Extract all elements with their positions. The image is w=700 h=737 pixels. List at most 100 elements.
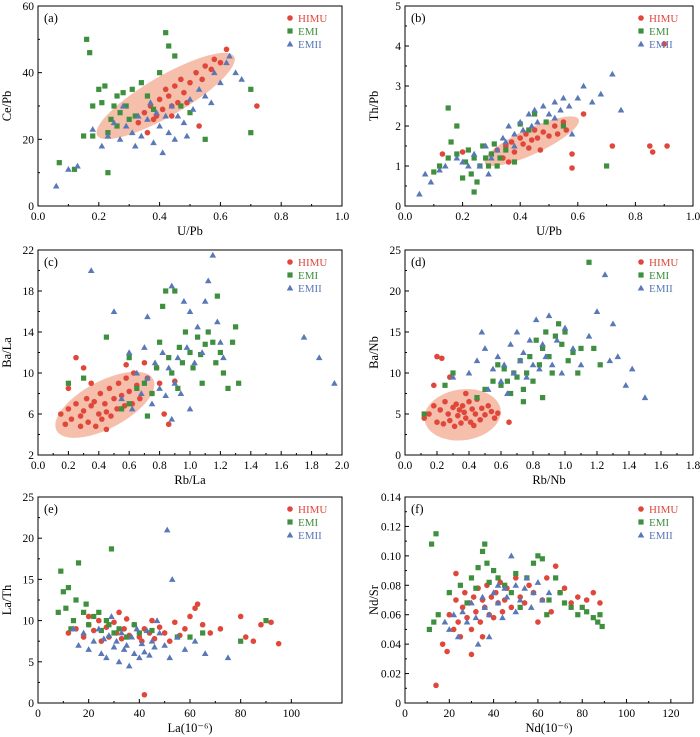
x-tick-label: 60 (532, 708, 544, 720)
data-point-himu (479, 633, 486, 640)
data-point-emii (568, 130, 576, 137)
data-point-himu (455, 412, 461, 419)
data-point-emii (138, 640, 146, 647)
data-point-emi (166, 355, 172, 361)
data-point-himu (187, 613, 193, 620)
legend-marker-emi (287, 28, 293, 34)
data-point-emi (200, 630, 206, 636)
data-point-emi (149, 627, 155, 634)
data-point-emii (508, 552, 515, 559)
x-tick-label: 80 (235, 708, 247, 720)
y-tick-label: 60 (23, 1, 35, 13)
data-point-emii (214, 318, 221, 325)
y-tick-label: 0.02 (381, 669, 401, 681)
data-point-emi (83, 601, 89, 607)
data-point-emi (482, 541, 488, 547)
data-point-emi (465, 147, 471, 153)
y-tick-label: 0.12 (381, 521, 401, 533)
data-point-himu (211, 56, 218, 63)
y-tick-label: 20 (23, 134, 35, 146)
data-point-emi (108, 546, 115, 552)
data-point-emi (526, 127, 532, 133)
data-point-emii (468, 599, 475, 606)
data-point-emii (183, 132, 191, 139)
data-point-himu (455, 619, 461, 625)
y-tick-label: 5 (395, 1, 401, 13)
y-axis-title: Th/Pb (367, 91, 381, 122)
data-point-emii (534, 579, 542, 585)
y-axis-title: La/Th (0, 584, 14, 615)
data-point-emi (229, 339, 236, 345)
y-tick-label: 0.04 (381, 639, 401, 651)
data-point-himu (123, 362, 129, 368)
legend-label-emi: EMI (649, 517, 670, 529)
data-point-emii (511, 130, 518, 137)
data-point-emii (113, 637, 120, 644)
data-point-himu (102, 400, 108, 407)
data-point-emii (484, 386, 492, 392)
data-point-himu (88, 380, 94, 387)
data-point-himu (447, 417, 453, 424)
data-point-emii (141, 344, 148, 350)
data-point-himu (461, 409, 468, 416)
data-point-emii (130, 650, 138, 657)
data-point-emii (453, 154, 461, 161)
legend-marker-emi (638, 519, 644, 525)
x-axis-title: U/Pb (536, 224, 562, 238)
data-point-himu (540, 129, 547, 135)
data-point-emi (81, 609, 87, 615)
data-point-emii (507, 341, 514, 347)
data-point-himu (144, 129, 151, 136)
data-point-emi (491, 141, 497, 147)
x-tick-label: 100 (618, 708, 636, 720)
chart-panel-4: 0.0 0.2 0.4 0.6 0.8 1.0 1.2 1.4 1.6 1.8 0 5 10 15 20 25… (367, 245, 700, 487)
data-point-himu (661, 41, 667, 47)
data-point-emi (604, 163, 610, 169)
data-point-emii (166, 654, 174, 661)
data-point-emi (131, 622, 137, 628)
data-point-emii (128, 129, 136, 136)
data-point-himu (123, 616, 130, 622)
data-point-emii (539, 102, 547, 109)
data-point-emii (569, 345, 577, 351)
x-tick-label: 0.0 (398, 460, 413, 472)
legend-label-himu: HIMU (298, 504, 327, 516)
data-point-emii (144, 313, 151, 320)
data-point-emii (545, 589, 553, 596)
data-point-himu (543, 575, 550, 581)
data-point-himu (453, 570, 459, 577)
legend-marker-himu (638, 259, 644, 265)
data-point-emii (516, 357, 524, 364)
data-point-himu (275, 640, 282, 647)
data-point-himu (491, 415, 498, 421)
data-point-emii (473, 357, 481, 364)
data-point-himu (517, 135, 523, 141)
data-point-emi (157, 70, 163, 76)
data-point-himu (421, 415, 428, 421)
y-tick-label: 15 (390, 327, 402, 339)
data-point-emii (161, 642, 168, 648)
legend-label-himu: HIMU (649, 257, 678, 269)
data-point-himu (442, 398, 448, 405)
data-point-emi (114, 93, 120, 99)
data-point-emii (223, 59, 230, 66)
data-point-himu (62, 421, 69, 428)
data-point-emii (138, 132, 145, 139)
legend-marker-himu (287, 259, 293, 265)
y-tick-label: 0 (395, 201, 401, 213)
data-point-emii (553, 336, 561, 343)
data-point-emi (182, 329, 189, 335)
x-axis-title: La(10⁻⁶) (168, 721, 213, 735)
data-point-himu (254, 103, 260, 109)
data-point-himu (208, 66, 215, 73)
data-point-himu (434, 419, 440, 426)
data-point-emi (163, 288, 169, 294)
data-point-emi (102, 83, 108, 89)
data-point-emi (484, 560, 490, 566)
data-point-emi (428, 541, 435, 547)
data-point-emii (609, 70, 616, 77)
data-point-emii (485, 633, 493, 640)
data-point-himu (534, 135, 541, 141)
data-point-himu (172, 619, 178, 626)
